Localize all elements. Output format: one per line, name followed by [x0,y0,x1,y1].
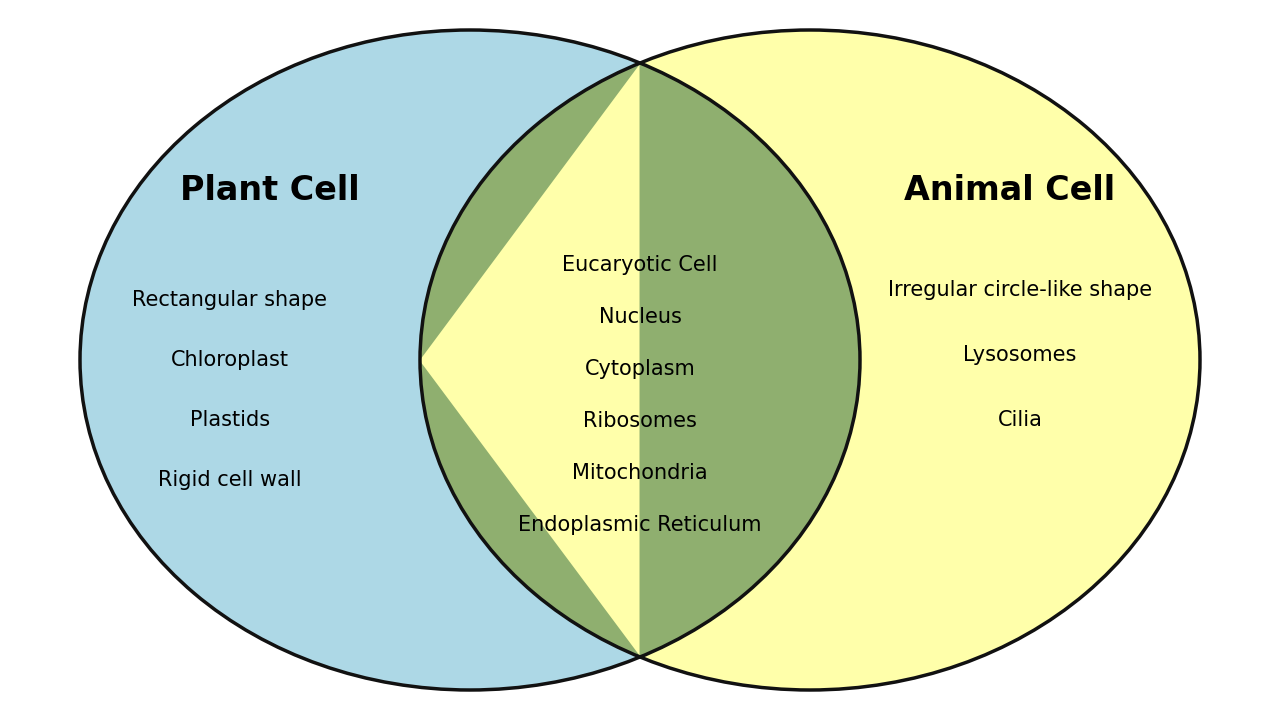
Text: Rectangular shape: Rectangular shape [133,290,328,310]
Text: Irregular circle-like shape: Irregular circle-like shape [888,280,1152,300]
Text: Mitochondria: Mitochondria [572,463,708,483]
Text: Rigid cell wall: Rigid cell wall [159,470,302,490]
Text: Plant Cell: Plant Cell [180,174,360,207]
Text: Ribosomes: Ribosomes [584,411,696,431]
Text: Eucaryotic Cell: Eucaryotic Cell [562,255,718,275]
Ellipse shape [420,30,1201,690]
Text: Nucleus: Nucleus [599,307,681,327]
Text: Chloroplast: Chloroplast [172,350,289,370]
Text: Endoplasmic Reticulum: Endoplasmic Reticulum [518,515,762,535]
Text: Cytoplasm: Cytoplasm [585,359,695,379]
Text: Cilia: Cilia [997,410,1042,430]
Polygon shape [420,63,860,657]
Text: Lysosomes: Lysosomes [964,345,1076,365]
Ellipse shape [79,30,860,690]
Text: Animal Cell: Animal Cell [905,174,1116,207]
Text: Plastids: Plastids [189,410,270,430]
